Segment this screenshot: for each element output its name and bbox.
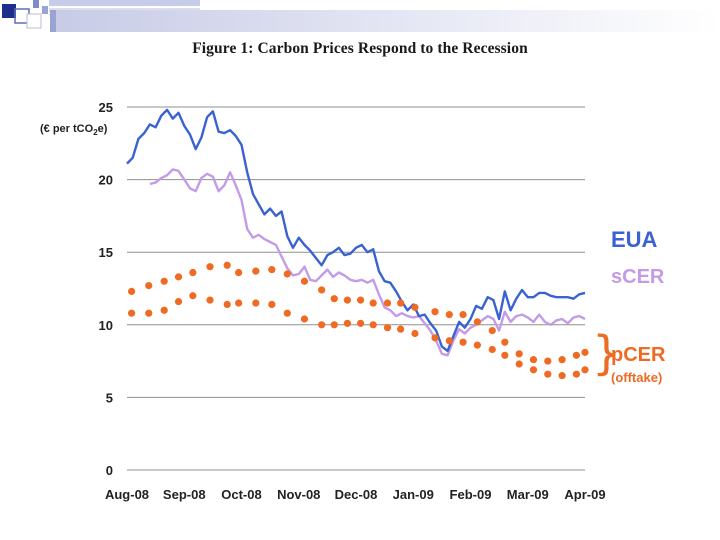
- pcer-lower-point: [235, 299, 243, 307]
- pcer-upper-point: [383, 299, 392, 307]
- pcer-lower-point: [223, 300, 231, 309]
- pcer-lower-point: [343, 319, 352, 327]
- pcer-lower-point: [558, 372, 566, 380]
- legend-label-scer: sCER: [611, 266, 665, 288]
- pcer-upper-point: [369, 299, 377, 307]
- pcer-upper-point: [558, 356, 566, 364]
- pcer-lower-point: [283, 309, 291, 317]
- legend-sublabel-pcer: (offtake): [611, 370, 662, 385]
- pcer-lower-point: [501, 351, 509, 359]
- pcer-lower-point: [515, 360, 523, 368]
- pcer-upper-point: [300, 277, 309, 285]
- x-tick-label: Aug-08: [105, 487, 149, 502]
- pcer-lower-point: [318, 321, 326, 329]
- pcer-upper-point: [488, 327, 496, 335]
- pcer-upper-point: [318, 286, 326, 294]
- pcer-upper-point: [572, 351, 581, 359]
- pcer-upper-point: [529, 356, 538, 364]
- pcer-upper-point: [235, 268, 243, 277]
- series-line-eua: [126, 108, 586, 353]
- legend-label-pcer: pCER: [611, 344, 666, 366]
- pcer-upper-point: [189, 268, 197, 277]
- pcer-lower-point: [160, 306, 168, 314]
- pcer-upper-point: [397, 299, 405, 307]
- pcer-lower-point: [127, 309, 136, 317]
- pcer-upper-point: [283, 270, 291, 278]
- pcer-lower-point: [356, 319, 365, 327]
- pcer-bracket: }: [592, 326, 621, 380]
- pcer-upper-point: [343, 296, 352, 304]
- pcer-upper-point: [145, 281, 153, 290]
- x-tick-label: Dec-08: [335, 487, 378, 502]
- x-tick-label: Oct-08: [221, 487, 261, 502]
- pcer-upper-point: [223, 261, 231, 269]
- pcer-lower-point: [252, 299, 260, 307]
- pcer-upper-point: [127, 287, 136, 296]
- x-tick-label: Mar-09: [507, 487, 549, 502]
- y-unit-subscript: 2: [93, 128, 98, 137]
- y-tick-label: 25: [99, 100, 113, 115]
- y-unit-part: e): [98, 123, 108, 135]
- pcer-upper-point: [431, 308, 439, 316]
- pcer-upper-point: [515, 350, 523, 358]
- pcer-upper-point: [174, 273, 183, 281]
- pcer-upper-point: [330, 295, 338, 303]
- pcer-upper-point: [544, 357, 552, 365]
- x-tick-label: Feb-09: [450, 487, 492, 502]
- y-tick-label: 0: [106, 463, 113, 478]
- x-tick-label: Apr-09: [564, 487, 605, 502]
- pcer-lower-point: [174, 297, 183, 306]
- pcer-upper-point: [411, 303, 419, 311]
- pcer-lower-point: [488, 345, 496, 354]
- y-tick-label: 20: [99, 173, 113, 188]
- pcer-lower-point: [529, 366, 538, 374]
- legend-label-eua: EUA: [611, 227, 658, 252]
- pcer-lower-point: [397, 325, 405, 333]
- pcer-lower-point: [268, 300, 276, 309]
- y-tick-label: 15: [99, 245, 113, 260]
- slide-template-bar: [50, 10, 720, 32]
- pcer-lower-point: [544, 370, 552, 378]
- series-line-scer: [149, 168, 586, 357]
- pcer-lower-point: [572, 370, 581, 378]
- chart-title: Figure 1: Carbon Prices Respond to the R…: [192, 40, 528, 57]
- pcer-upper-point: [356, 296, 365, 304]
- pcer-lower-point: [459, 338, 467, 346]
- x-tick-label: Nov-08: [277, 487, 320, 502]
- pcer-upper-point: [473, 318, 481, 326]
- y-tick-label: 10: [99, 318, 113, 333]
- pcer-lower-point: [206, 296, 214, 304]
- x-tick-label: Sep-08: [163, 487, 206, 502]
- x-tick-label: Jan-09: [393, 487, 434, 502]
- pcer-lower-point: [473, 341, 481, 349]
- pcer-upper-point: [459, 311, 467, 319]
- pcer-lower-point: [369, 321, 377, 329]
- pcer-lower-point: [145, 309, 153, 317]
- pcer-upper-point: [445, 311, 453, 319]
- pcer-lower-point: [581, 366, 589, 374]
- pcer-lower-point: [300, 315, 309, 323]
- y-axis-unit-label: (€ per tCO2e): [40, 123, 108, 137]
- pcer-lower-point: [431, 334, 439, 342]
- pcer-lower-point: [383, 324, 392, 332]
- pcer-upper-point: [268, 266, 276, 274]
- pcer-lower-point: [189, 292, 197, 300]
- pcer-upper-point: [160, 277, 168, 285]
- pcer-upper-point: [206, 263, 214, 271]
- pcer-lower-point: [330, 321, 338, 329]
- pcer-upper-point: [501, 338, 509, 346]
- y-unit-part: (€ per tCO: [40, 123, 94, 135]
- pcer-lower-point: [411, 329, 419, 338]
- pcer-lower-point: [445, 337, 453, 345]
- y-tick-label: 5: [106, 390, 113, 405]
- pcer-upper-point: [581, 348, 589, 356]
- pcer-upper-point: [252, 267, 260, 275]
